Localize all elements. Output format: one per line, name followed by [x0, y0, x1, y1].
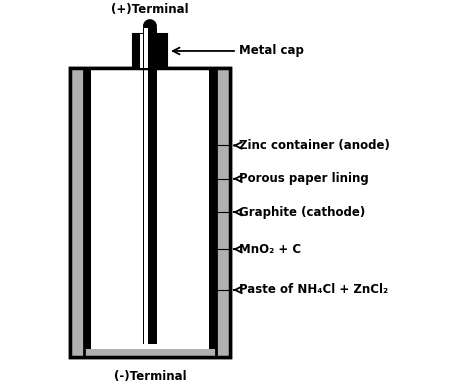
Bar: [145, 28, 148, 68]
Bar: [70, 68, 229, 357]
Bar: [140, 34, 152, 68]
Text: Metal cap: Metal cap: [239, 44, 304, 58]
Bar: [84, 68, 91, 350]
Text: Paste of NH₄Cl + ZnCl₂: Paste of NH₄Cl + ZnCl₂: [239, 284, 388, 296]
Bar: [143, 55, 156, 343]
Text: Zinc container (anode): Zinc container (anode): [239, 139, 390, 152]
Bar: [91, 68, 209, 350]
Bar: [84, 68, 216, 350]
Bar: [70, 68, 229, 357]
Text: MnO₂ + C: MnO₂ + C: [239, 243, 301, 256]
Text: (+)Terminal: (+)Terminal: [111, 3, 189, 16]
Bar: [70, 349, 229, 357]
Bar: [143, 28, 156, 68]
Circle shape: [144, 20, 156, 32]
Bar: [209, 68, 216, 350]
Bar: [70, 68, 84, 357]
Text: Porous paper lining: Porous paper lining: [239, 172, 369, 185]
Bar: [133, 34, 167, 68]
Text: (-)Terminal: (-)Terminal: [114, 370, 186, 382]
Text: Graphite (cathode): Graphite (cathode): [239, 206, 365, 219]
Bar: [145, 55, 148, 343]
Bar: [216, 68, 229, 357]
